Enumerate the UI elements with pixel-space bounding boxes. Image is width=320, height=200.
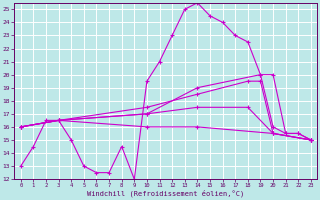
X-axis label: Windchill (Refroidissement éolien,°C): Windchill (Refroidissement éolien,°C) [87, 190, 244, 197]
